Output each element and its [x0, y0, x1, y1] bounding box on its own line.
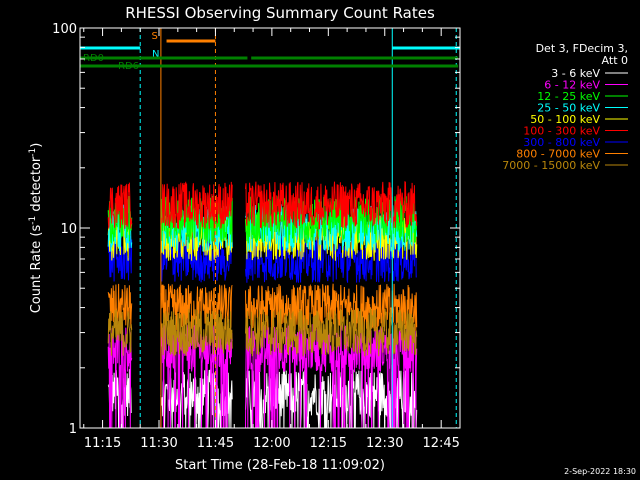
- series-line-100-300-kev-segment-3: [245, 181, 418, 230]
- saa-label-1: S: [152, 31, 158, 42]
- series-line-100-300-kev-segment-2: [160, 181, 233, 229]
- legend-label-50-100-kev: 50 - 100 keV: [530, 113, 600, 126]
- x-tick-label-1: 11:15: [84, 436, 121, 451]
- footer-date: 2-Sep-2022 18:30: [564, 467, 636, 476]
- legend-label-12-25-kev: 12 - 25 keV: [537, 90, 600, 103]
- x-tick-label-3: 11:45: [197, 436, 234, 451]
- series-line-7000-15000-kev-segment-2: [160, 308, 233, 357]
- x-tick-label-2: 11:30: [140, 436, 177, 451]
- x-axis-label: Start Time (28-Feb-18 11:09:02): [175, 458, 385, 473]
- series-line-7000-15000-kev-segment-3: [245, 308, 418, 357]
- legend-label-3-6-kev: 3 - 6 keV: [551, 67, 600, 80]
- y-axis-label-mid: detector: [29, 156, 44, 216]
- y-axis-label-main: Count Rate (s: [29, 225, 44, 314]
- series-line-7000-15000-kev-segment-1: [107, 309, 133, 356]
- y-axis-label-end: ): [29, 143, 44, 148]
- legend-label-7000-15000-kev: 7000 - 15000 keV: [502, 159, 600, 172]
- decimation-rd6-label-1: RD6: [118, 61, 139, 72]
- y-axis-label: Count Rate (s-1 detector-1): [28, 143, 44, 314]
- y-tick-label-1: 1: [69, 422, 77, 437]
- series-line-6-12-kev-segment-1: [107, 327, 133, 429]
- series-line-3-6-kev-segment-2: [160, 369, 233, 429]
- legend-header-line-1: Det 3, FDecim 3,: [536, 42, 628, 55]
- night-label-1: N: [152, 49, 159, 60]
- x-tick-label-6: 12:30: [366, 436, 403, 451]
- y-tick-label-2: 10: [60, 222, 77, 237]
- x-tick-label-7: 12:45: [422, 436, 459, 451]
- legend-header-line-2: Att 0: [602, 54, 628, 67]
- legend-label-6-12-kev: 6 - 12 keV: [544, 79, 600, 92]
- y-axis-label-sup2: -1: [28, 148, 38, 157]
- annotation-layer: NS RD0 RD6: [80, 28, 460, 428]
- legend-label-300-800-kev: 300 - 800 keV: [523, 136, 600, 149]
- axis-layer: 11:15 11:30 11:45 12:00 12:15 12:30 12:45 1 10 10…: [52, 22, 461, 451]
- y-axis-label-sup1: -1: [28, 216, 38, 225]
- legend-label-25-50-kev: 25 - 50 keV: [537, 102, 600, 115]
- x-tick-label-5: 12:15: [310, 436, 347, 451]
- legend-label-100-300-kev: 100 - 300 keV: [523, 125, 600, 138]
- data-series-layer: [107, 181, 418, 429]
- decimation-rd0-label-1: RD0: [83, 53, 104, 64]
- series-line-100-300-kev-segment-1: [107, 182, 133, 229]
- legend-label-800-7000-kev: 800 - 7000 keV: [516, 148, 600, 161]
- chart-title: RHESSI Observing Summary Count Rates: [125, 4, 435, 22]
- series-line-800-7000-kev-segment-3: [245, 283, 418, 332]
- x-tick-label-4: 12:00: [253, 436, 290, 451]
- y-tick-label-3: 100: [52, 22, 77, 37]
